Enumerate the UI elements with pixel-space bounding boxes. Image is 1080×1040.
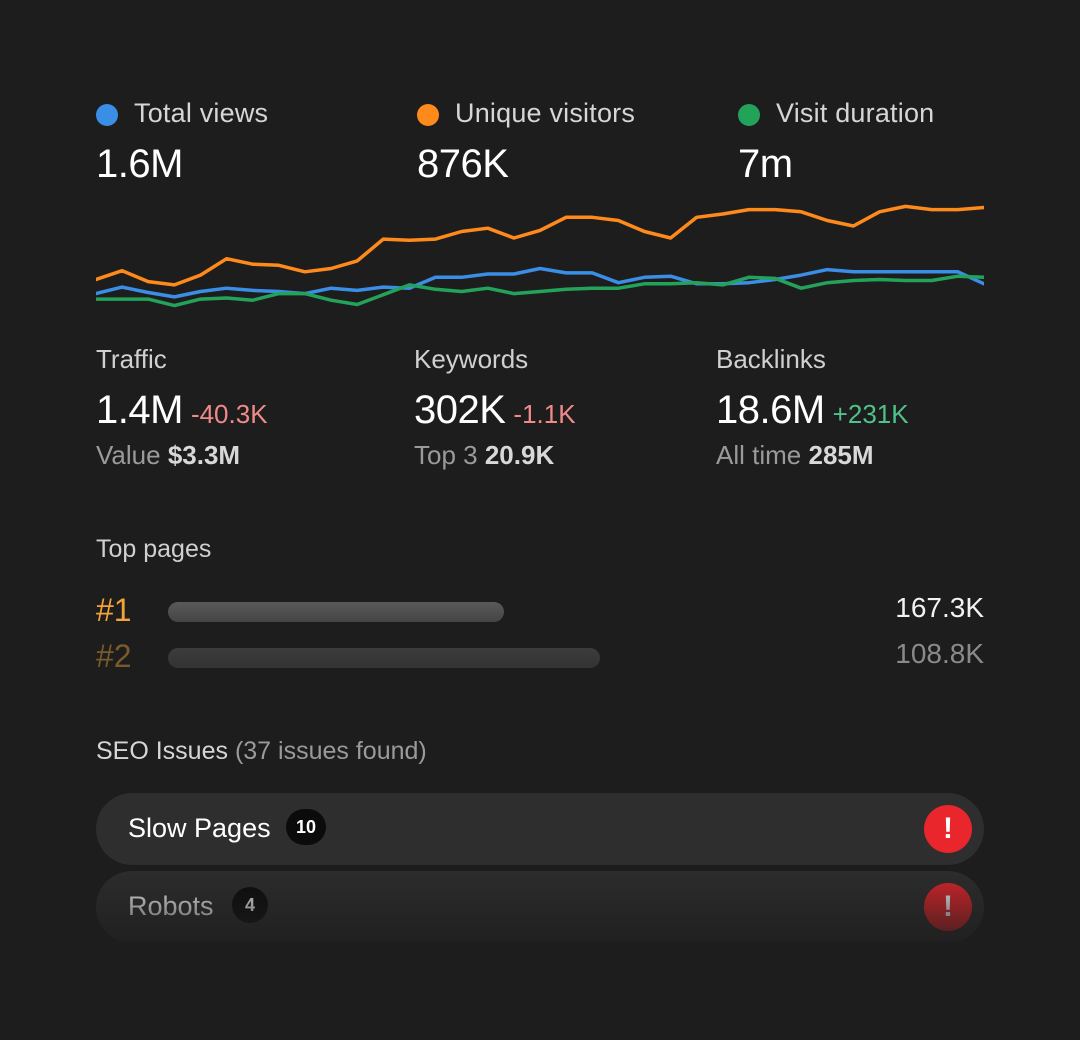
seo-title-text: SEO Issues: [96, 737, 228, 765]
stat-sub-value: 20.9K: [484, 440, 555, 470]
top-pages-title: Top pages: [96, 535, 212, 563]
top-page-row[interactable]: #1 167.3K: [96, 592, 984, 632]
issue-name: Slow Pages: [128, 813, 271, 843]
seo-issues-title: SEO Issues (37 issues found): [96, 737, 427, 766]
stat-value: 18.6M: [716, 388, 825, 432]
unique-visitors-dot-icon: [417, 104, 439, 126]
stat-sub-value: 285M: [808, 440, 874, 470]
stat-delta: -1.1K: [513, 399, 576, 429]
legend-value: 1.6M: [96, 142, 183, 186]
stat-sub: Value $3.3M: [96, 440, 240, 471]
stat-keywords: Keywords 302K -1.1K Top 3 20.9K: [414, 344, 576, 470]
issue-count-badge: 10: [286, 809, 327, 845]
seo-issue-count: (37 issues found): [234, 737, 427, 765]
stat-value-row: 302K -1.1K: [414, 388, 576, 433]
stat-sub-label: All time: [716, 440, 802, 470]
legend-value: 7m: [738, 142, 793, 186]
top-page-rank: #2: [96, 638, 132, 674]
issue-row-robots[interactable]: Robots 4 !: [96, 871, 984, 943]
issue-row-slow-pages[interactable]: Slow Pages 10 !: [96, 793, 984, 865]
stat-value-row: 1.4M -40.3K: [96, 388, 268, 433]
stat-value: 1.4M: [96, 388, 183, 432]
stat-title: Keywords: [414, 344, 529, 374]
top-page-value: 108.8K: [895, 638, 984, 669]
stat-title: Traffic: [96, 344, 167, 374]
alert-icon: !: [924, 805, 972, 853]
stat-value: 302K: [414, 388, 506, 432]
top-page-bar: [168, 648, 600, 668]
stats-row: Traffic 1.4M -40.3K Value $3.3M Keywords …: [96, 344, 984, 484]
series-line-unique-visitors: [96, 204, 984, 287]
alert-icon: !: [924, 883, 972, 931]
stat-title: Backlinks: [716, 344, 826, 374]
stat-value-row: 18.6M +231K: [716, 388, 909, 433]
stat-sub: All time 285M: [716, 440, 874, 471]
legend-value: 876K: [417, 142, 509, 186]
traffic-line-chart: [96, 204, 984, 308]
stat-delta: +231K: [832, 399, 909, 429]
dashboard: Total views 1.6M Unique visitors 876K Vi…: [96, 0, 984, 1040]
top-page-row[interactable]: #2 108.8K: [96, 638, 984, 678]
visit-duration-dot-icon: [738, 104, 760, 126]
issue-count-badge: 4: [232, 887, 268, 923]
top-page-rank: #1: [96, 592, 132, 628]
stat-sub: Top 3 20.9K: [414, 440, 554, 471]
issue-name: Robots: [128, 891, 214, 921]
legend-label: Unique visitors: [455, 98, 636, 128]
legend-label: Visit duration: [776, 98, 935, 128]
stat-backlinks: Backlinks 18.6M +231K All time 285M: [716, 344, 909, 470]
top-page-bar: [168, 602, 504, 622]
stat-sub-label: Value: [96, 440, 161, 470]
legend-label: Total views: [134, 98, 269, 128]
stat-sub-value: $3.3M: [167, 440, 241, 470]
series-line-visit-duration: [96, 274, 984, 308]
stat-traffic: Traffic 1.4M -40.3K Value $3.3M: [96, 344, 268, 470]
top-page-value: 167.3K: [895, 592, 984, 623]
chart-legend: Total views 1.6M Unique visitors 876K Vi…: [96, 98, 984, 198]
stat-sub-label: Top 3: [414, 440, 478, 470]
series-line-total-views: [96, 266, 984, 299]
total-views-dot-icon: [96, 104, 118, 126]
stat-delta: -40.3K: [190, 399, 268, 429]
